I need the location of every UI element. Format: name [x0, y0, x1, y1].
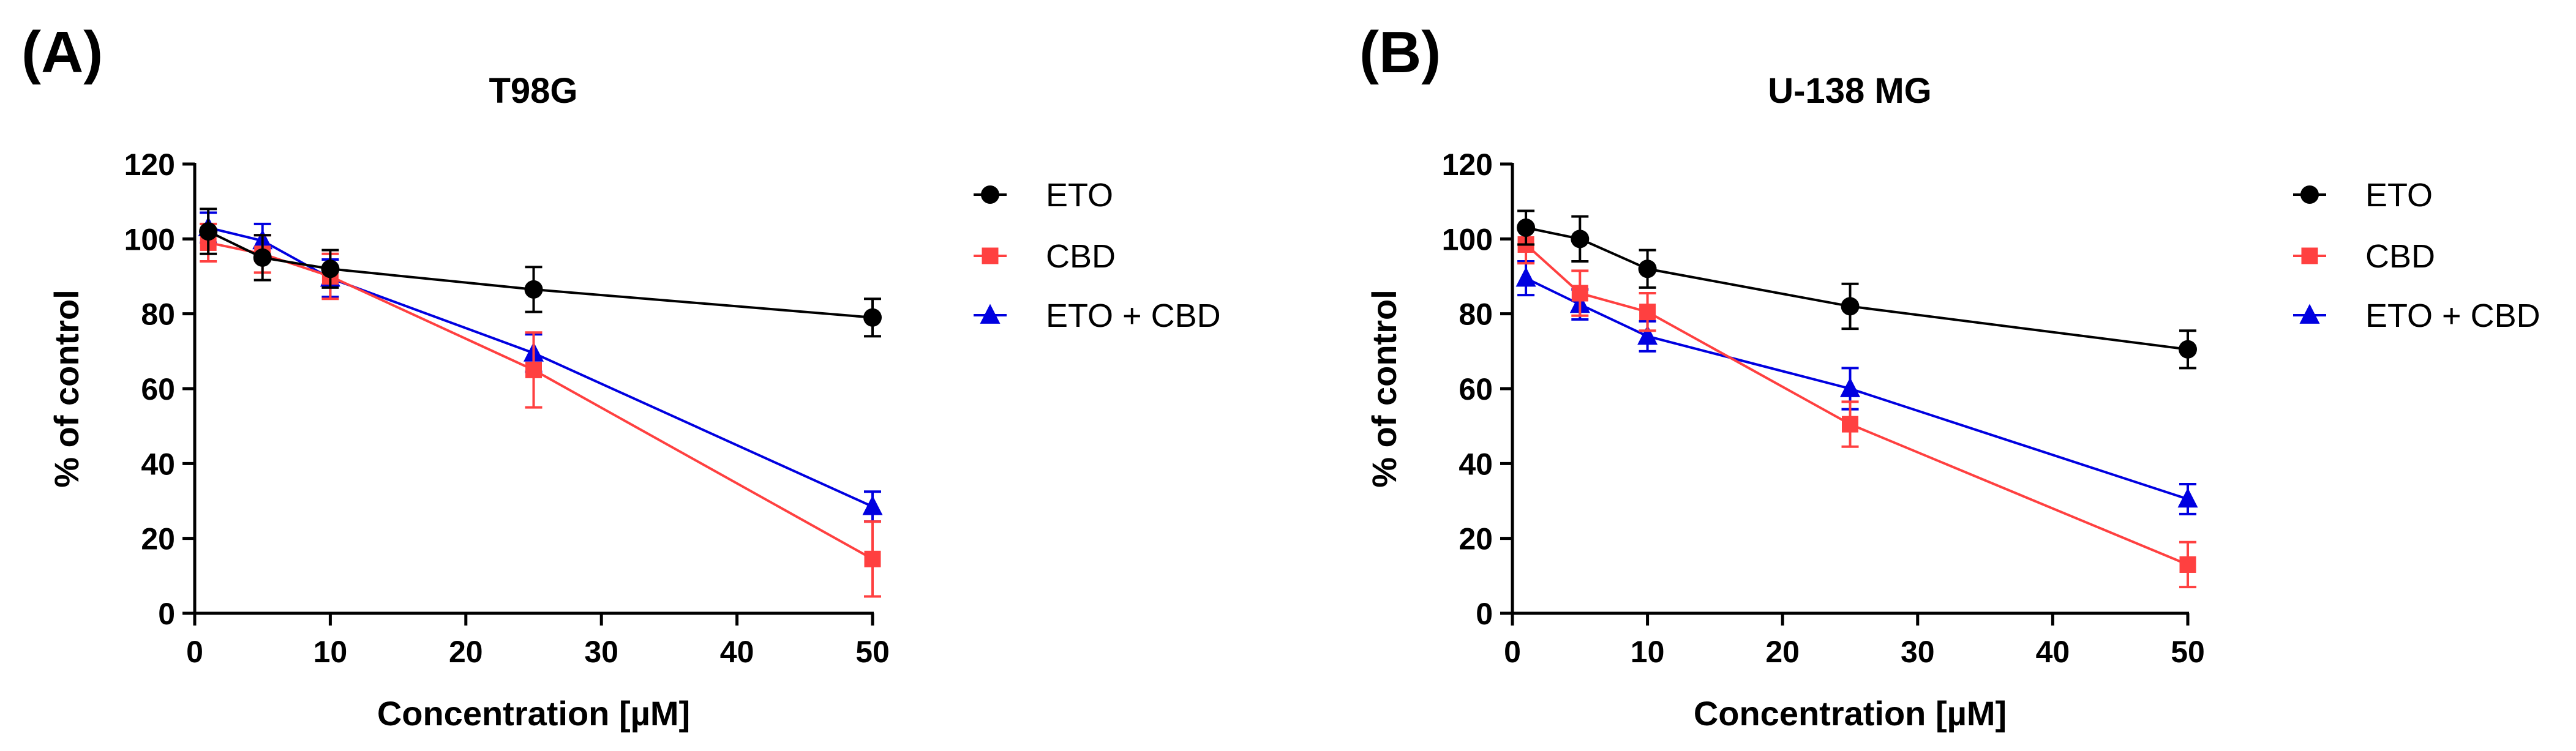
x-tick-label: 20	[1765, 635, 1800, 669]
series-cbd	[1517, 224, 2196, 589]
y-tick-label: 0	[158, 597, 175, 631]
legend-marker	[981, 185, 999, 204]
legend-label: ETO	[2365, 177, 2433, 214]
y-tick-label: 120	[1442, 148, 1493, 182]
data-point	[1842, 416, 1858, 433]
legend-marker	[2300, 185, 2319, 204]
x-axis-label: Concentration [µM]	[1694, 694, 2007, 733]
data-point	[863, 308, 882, 327]
data-point	[321, 260, 340, 278]
y-axis-label: % of control	[47, 290, 86, 488]
data-point	[2179, 556, 2196, 573]
y-tick-label: 60	[1459, 372, 1493, 406]
legend-item: CBD	[974, 238, 1116, 275]
data-point	[1571, 230, 1590, 248]
chart-panel-b: (B) U-138 MG 0 20 40 60 80 100 120 0 10 20 30 40 50 Con…	[1359, 20, 2540, 733]
x-tick-label: 10	[314, 635, 348, 669]
y-tick-label: 80	[141, 297, 175, 332]
y-axis-label: % of control	[1365, 290, 1403, 488]
legend-item: ETO + CBD	[974, 297, 1221, 334]
legend-marker	[980, 304, 1001, 324]
data-point	[1639, 304, 1656, 321]
y-tick-label: 120	[124, 148, 175, 182]
x-axis-label: Concentration [µM]	[377, 694, 690, 733]
y-tick-label: 0	[1476, 597, 1493, 631]
data-point	[1638, 260, 1657, 278]
series-line	[208, 230, 873, 319]
data-point	[253, 248, 272, 267]
x-tick-label: 50	[855, 635, 890, 669]
y-tick-label: 40	[1459, 447, 1493, 481]
data-point	[1517, 218, 1536, 237]
chart-title: U-138 MG	[1768, 71, 1932, 111]
data-point	[1515, 267, 1536, 287]
legend-item: ETO	[2293, 177, 2433, 214]
panel-label: (A)	[21, 20, 103, 85]
series-eto	[199, 207, 882, 338]
data-point	[1840, 377, 1860, 397]
chart-title: T98G	[489, 71, 577, 111]
legend-label: CBD	[1046, 238, 1116, 275]
x-tick-label: 40	[2036, 635, 2070, 669]
y-tick-label: 80	[1459, 297, 1493, 332]
legend-label: CBD	[2365, 238, 2435, 275]
data-point	[525, 361, 542, 378]
series-line	[1525, 226, 2188, 351]
series-eto	[1517, 209, 2197, 370]
y-tick-label: 100	[124, 222, 175, 256]
series-eto-cbd	[1515, 260, 2198, 515]
x-tick-label: 0	[1504, 635, 1521, 669]
legend-label: ETO	[1046, 177, 1113, 214]
legend-item: CBD	[2293, 238, 2435, 275]
data-point	[1637, 324, 1658, 345]
y-tick-label: 60	[141, 372, 175, 406]
x-tick-label: 30	[1901, 635, 1935, 669]
legend-item: ETO + CBD	[2293, 297, 2540, 334]
legend-item: ETO	[974, 177, 1113, 214]
data-point	[2179, 340, 2197, 359]
y-tick-label: 100	[1442, 222, 1493, 256]
data-point	[864, 550, 881, 567]
x-tick-label: 40	[720, 635, 754, 669]
x-tick-label: 0	[186, 635, 203, 669]
data-point	[524, 280, 543, 299]
data-point	[1841, 297, 1860, 316]
legend: ETO CBD ETO + CBD	[974, 177, 1221, 334]
data-point	[862, 495, 883, 515]
x-tick-label: 30	[584, 635, 618, 669]
panel-label: (B)	[1359, 20, 1441, 85]
data-point	[2177, 487, 2198, 508]
legend: ETO CBD ETO + CBD	[2293, 177, 2540, 334]
data-point	[199, 222, 218, 241]
series-cbd	[200, 222, 881, 598]
legend-label: ETO + CBD	[2365, 297, 2540, 334]
legend-marker	[2301, 247, 2318, 264]
x-tick-label: 20	[449, 635, 483, 669]
data-point	[1571, 285, 1588, 302]
y-tick-label: 20	[141, 522, 175, 556]
y-tick-label: 20	[1459, 522, 1493, 556]
y-tick-label: 40	[141, 447, 175, 481]
legend-label: ETO + CBD	[1046, 297, 1221, 334]
legend-marker	[982, 247, 999, 264]
x-tick-label: 50	[2171, 635, 2205, 669]
series-line	[1525, 244, 2188, 566]
chart-panel-a: (A) T98G 0 20 40 60 80 100 120 0 10 20 30 40 50 Concent…	[21, 20, 1221, 733]
x-tick-label: 10	[1631, 635, 1665, 669]
legend-marker	[2299, 304, 2320, 324]
